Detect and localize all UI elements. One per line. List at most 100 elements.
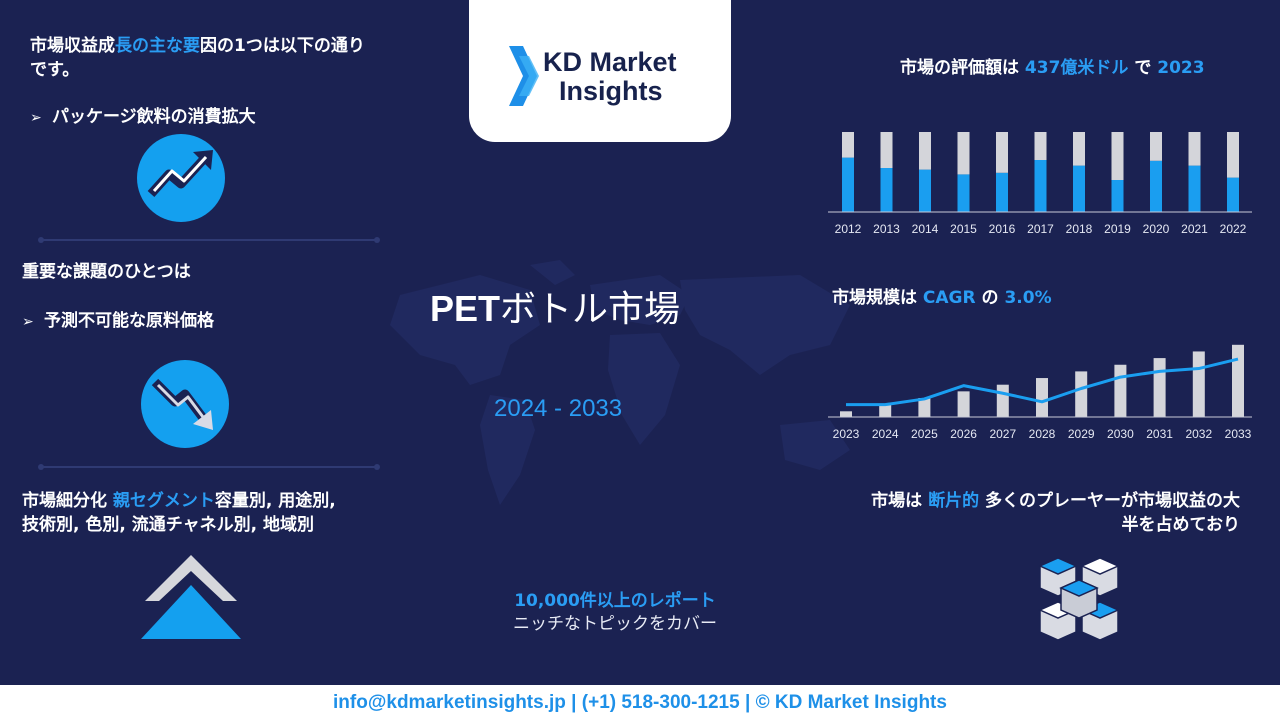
bar-blue-2016 — [996, 172, 1008, 212]
bar-blue-2015 — [957, 174, 970, 212]
bar-gray-2022 — [1227, 132, 1239, 178]
drivers-heading-part4: です。 — [30, 60, 80, 80]
valuation-text: 市場の評価額は 437億米ドル で 2023 — [900, 56, 1260, 80]
logo-line1: KD Market — [543, 47, 677, 77]
footer-separator-2: | — [744, 692, 756, 713]
cagr-part1: 市場規模は — [832, 288, 923, 308]
bar-2027 — [996, 384, 1009, 417]
valuation-part2: で — [1128, 58, 1158, 78]
forecast-years: 2024 - 2033 — [494, 395, 623, 422]
footer-email[interactable]: info@kdmarketinsights.jp — [333, 692, 566, 713]
bar-blue-2021 — [1188, 165, 1201, 212]
challenge-bullet: ➢ 予測不可能な原料価格 — [22, 309, 342, 334]
challenge-item-text: 予測不可能な原料価格 — [44, 311, 214, 331]
x-tick-2012: 2012 — [835, 222, 862, 236]
x-tick-2013: 2013 — [873, 222, 900, 236]
reports-block: 10,000件以上のレポート ニッチなトピックをカバー — [470, 590, 760, 636]
bar-blue-2013 — [880, 168, 893, 212]
footer-phone[interactable]: (+1) 518-300-1215 — [581, 692, 740, 713]
bar-gray-2020 — [1150, 132, 1162, 161]
left-divider-2 — [38, 464, 380, 470]
x-tick-2033: 2033 — [1225, 427, 1252, 441]
chevron-up-icon — [141, 555, 241, 639]
x-tick-2028: 2028 — [1029, 427, 1056, 441]
bar-gray-2017 — [1034, 132, 1047, 160]
title-rest: ボトル市場 — [500, 289, 681, 330]
bar-2029 — [1075, 371, 1088, 417]
drivers-heading: 市場収益成長の主な要因の1つは以下の通り です。 — [30, 34, 430, 82]
bar-blue-2017 — [1034, 160, 1047, 212]
bar-2030 — [1114, 364, 1127, 417]
x-tick-2030: 2030 — [1107, 427, 1134, 441]
page-title: PETボトル市場 — [430, 286, 730, 333]
footer-contact: info@kdmarketinsights.jp | (+1) 518-300-… — [0, 685, 1280, 720]
bar-gray-2016 — [996, 132, 1008, 173]
bar-gray-2019 — [1111, 132, 1124, 180]
fragmented-part3: 半を占めており — [1121, 515, 1241, 535]
fragmented-text: 市場は 断片的 多くのプレーヤーが市場収益の大 半を占めており — [800, 489, 1240, 537]
segmentation-highlight: 親セグメント — [112, 491, 215, 511]
fragmented-part2: 多くのプレーヤーが市場収益の大 — [979, 491, 1240, 511]
x-tick-2026: 2026 — [950, 427, 977, 441]
bar-blue-2020 — [1150, 160, 1162, 212]
bar-gray-2015 — [957, 132, 970, 175]
footer-separator-1: | — [571, 692, 582, 713]
historical-chart-svg: 2012 2013 2014 2015 2016 2017 2018 2019 2020 2021… — [828, 132, 1252, 236]
fragmented-highlight: 断片的 — [928, 491, 980, 511]
trend-down-icon — [141, 360, 229, 448]
x-tick-2018: 2018 — [1066, 222, 1093, 236]
bar-2026 — [957, 391, 970, 417]
logo-text: KD Market Insights — [543, 48, 723, 106]
bar-blue-2014 — [919, 169, 931, 212]
infographic-canvas: 市場収益成長の主な要因の1つは以下の通り です。 ➢ パッケージ飲料の消費拡大 重… — [22, 0, 1260, 640]
bar-2023 — [840, 411, 852, 417]
x-tick-2022: 2022 — [1220, 222, 1247, 236]
x-tick-2015: 2015 — [950, 222, 977, 236]
kd-logo-icon — [509, 46, 539, 106]
x-tick-2023: 2023 — [833, 427, 860, 441]
x-tick-2019: 2019 — [1104, 222, 1131, 236]
bullet-arrow-icon: ➢ — [30, 110, 42, 126]
challenge-heading: 重要な課題のひとつは — [22, 262, 191, 282]
x-tick-2014: 2014 — [912, 222, 939, 236]
valuation-part1: 市場の評価額は — [900, 58, 1025, 78]
valuation-value: 437億米ドル — [1024, 58, 1129, 78]
x-tick-2024: 2024 — [872, 427, 899, 441]
cagr-value: 3.0% — [1004, 288, 1052, 308]
fragmented-part1: 市場は — [871, 491, 929, 511]
bar-2028 — [1036, 378, 1048, 417]
bar-blue-2022 — [1227, 177, 1239, 212]
valuation-year: 2023 — [1157, 58, 1205, 78]
x-tick-2031: 2031 — [1146, 427, 1173, 441]
drivers-heading-part3: 因の1つは以下の通り — [200, 36, 365, 56]
x-tick-2029: 2029 — [1068, 427, 1095, 441]
bar-gray-2014 — [919, 132, 931, 170]
x-tick-2021: 2021 — [1181, 222, 1208, 236]
bar-gray-2012 — [842, 132, 854, 158]
segmentation-rest1: 容量別, 用途別, — [214, 491, 336, 511]
drivers-heading-part1: 市場収益成 — [30, 36, 115, 56]
driver-bullet: ➢ パッケージ飲料の消費拡大 — [30, 105, 350, 130]
world-map-background — [390, 260, 850, 505]
x-tick-2025: 2025 — [911, 427, 938, 441]
bar-gray-2013 — [880, 132, 893, 168]
segmentation-prefix: 市場細分化 — [22, 491, 113, 511]
historical-bar-chart: 2012 2013 2014 2015 2016 2017 2018 2019 2020 2021… — [828, 126, 1254, 242]
bar-2031 — [1153, 358, 1166, 417]
reports-line2: ニッチなトピックをカバー — [513, 614, 717, 634]
footer-copyright: © KD Market Insights — [755, 692, 947, 713]
bar-2025 — [918, 398, 931, 417]
logo-line2: Insights — [559, 76, 663, 106]
bullet-arrow-icon: ➢ — [22, 314, 34, 330]
x-tick-2020: 2020 — [1143, 222, 1170, 236]
reports-line1: 10,000件以上のレポート — [514, 591, 716, 611]
forecast-chart: 2023 2024 2025 2026 2027 2028 2029 2030 2031 2032… — [828, 336, 1254, 450]
bar-2032 — [1192, 351, 1205, 417]
bar-blue-2012 — [842, 157, 854, 212]
bar-gray-2018 — [1073, 132, 1085, 166]
bar-2033 — [1232, 344, 1244, 417]
x-tick-2027: 2027 — [989, 427, 1016, 441]
cagr-part2: の — [975, 288, 1005, 308]
x-tick-2017: 2017 — [1027, 222, 1054, 236]
x-tick-2016: 2016 — [989, 222, 1016, 236]
